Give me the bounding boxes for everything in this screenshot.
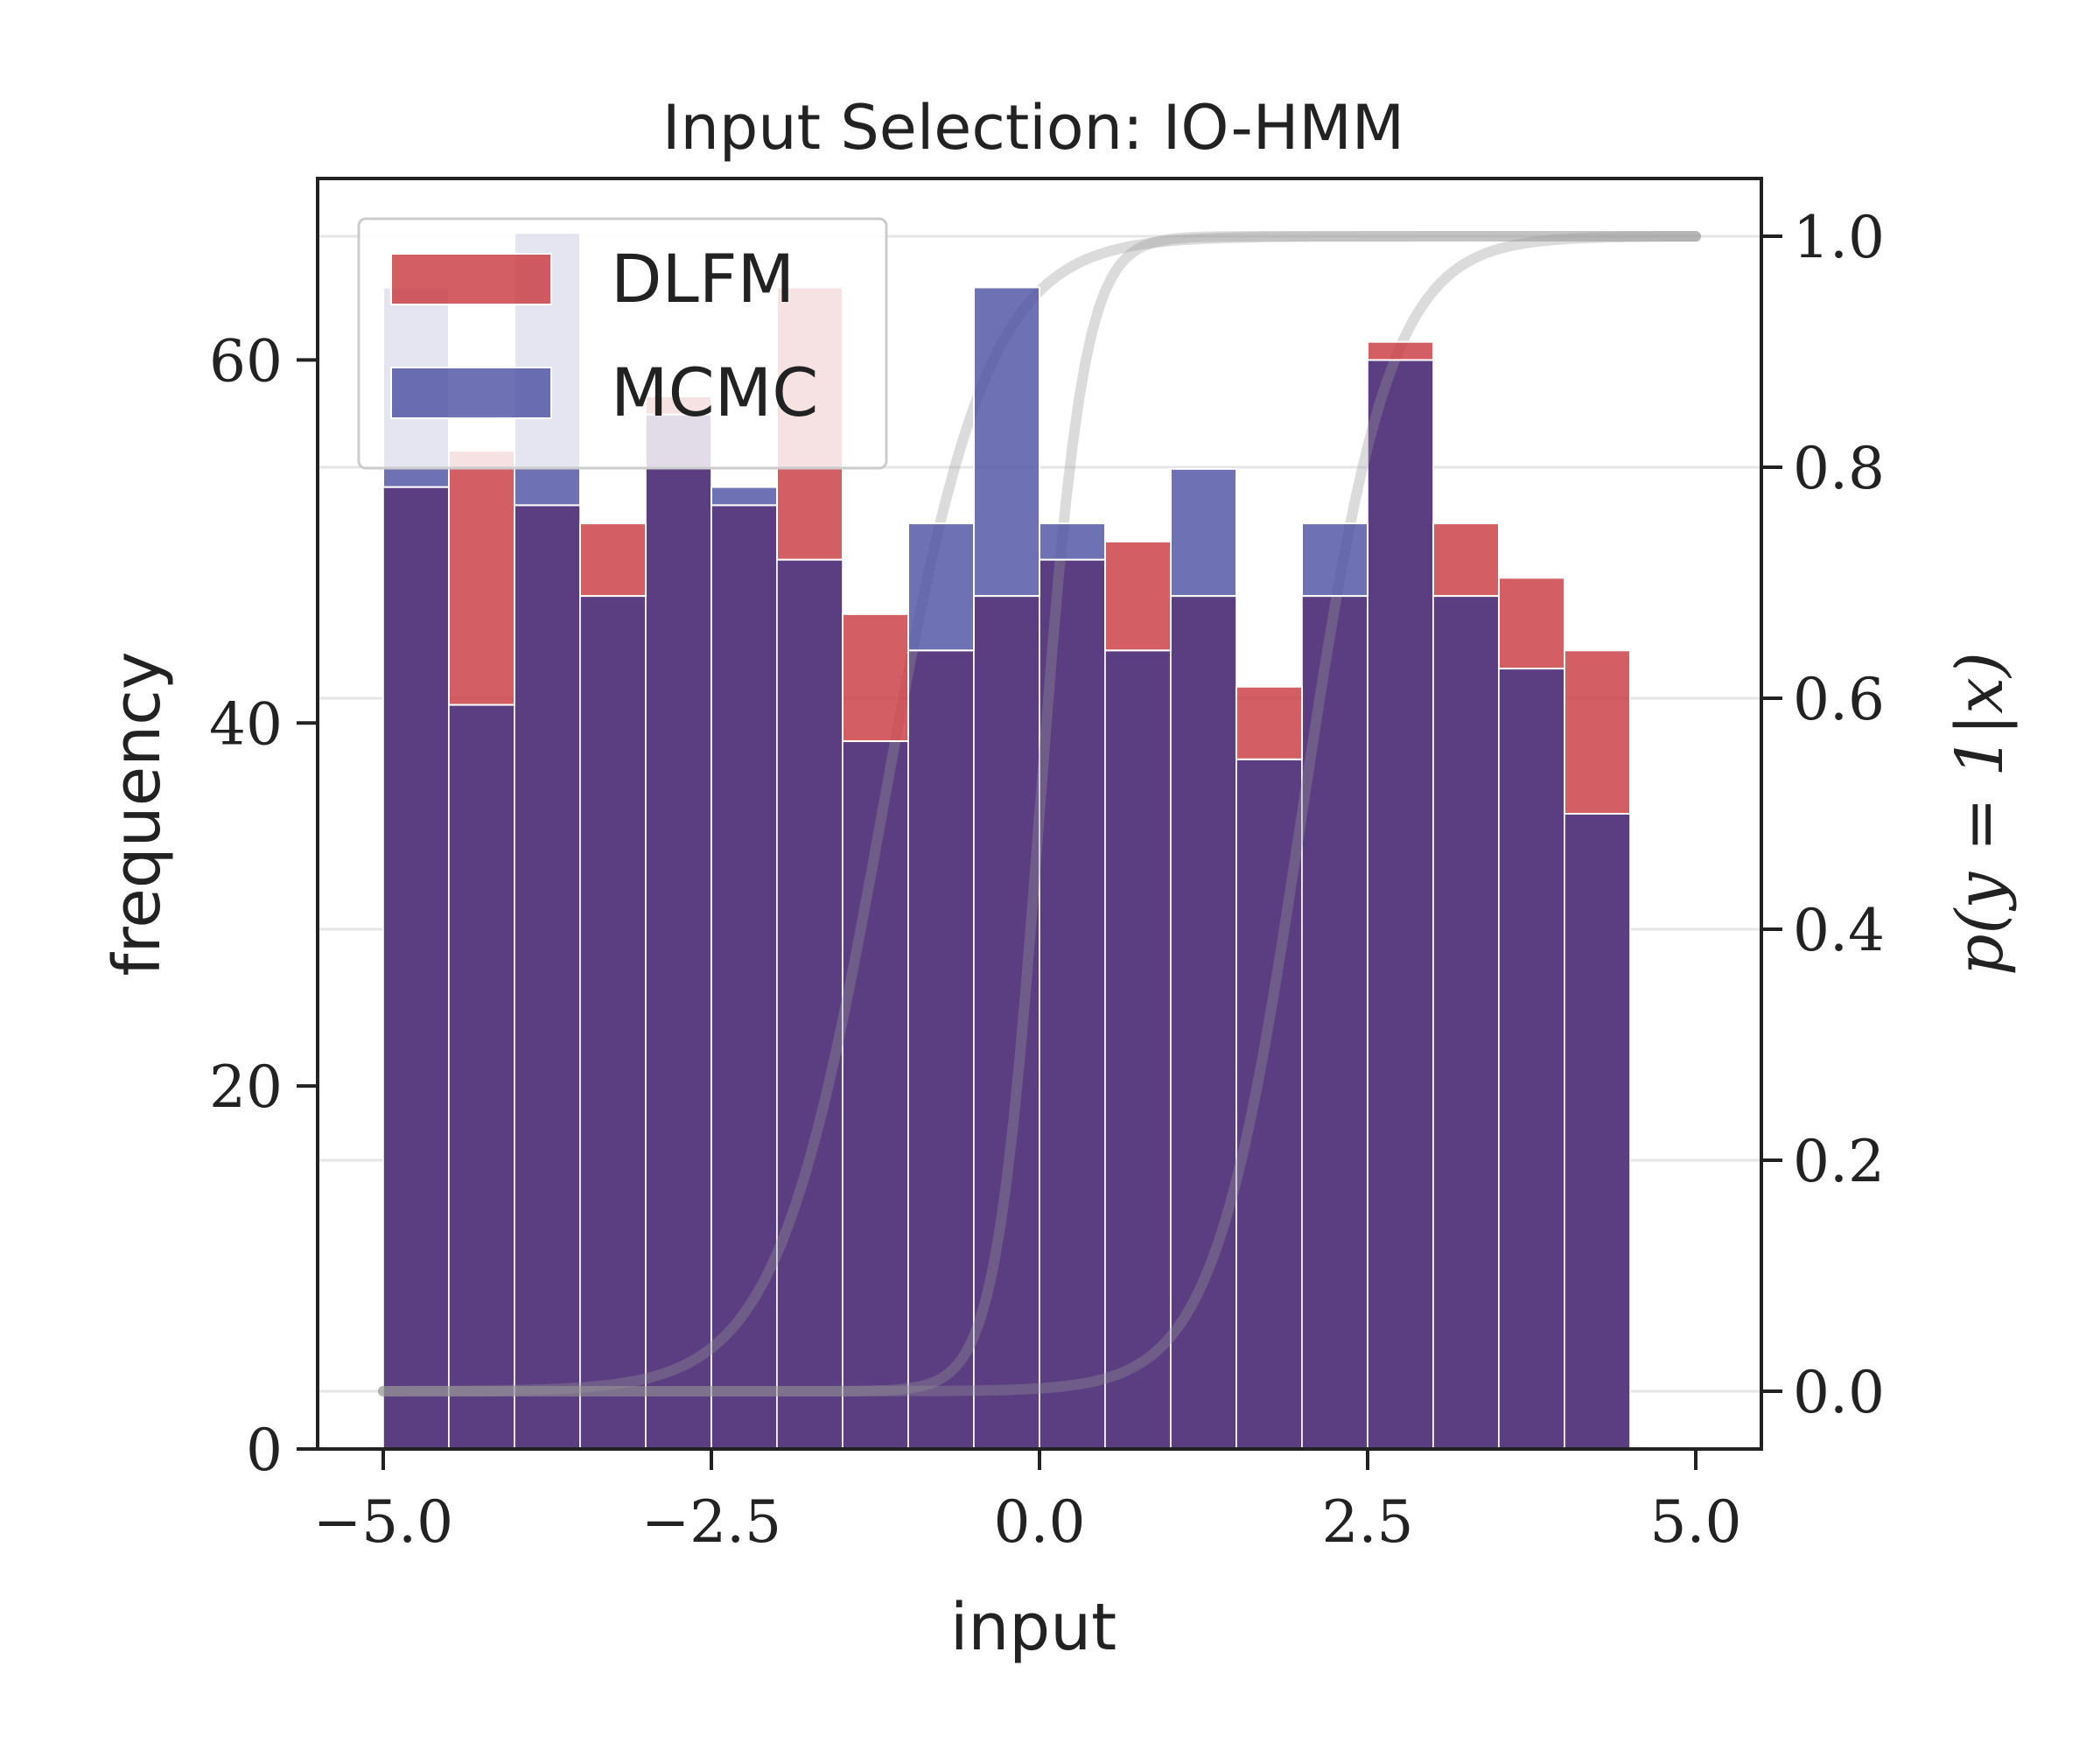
y-axis-left: 0 20 40 60	[209, 327, 318, 1484]
histogram-bar-overlap	[382, 486, 450, 1451]
y2-tick-label: 0.2	[1793, 1128, 1885, 1195]
y-axis-right: 0.0 0.2 0.4 0.6 0.8 1.0	[1761, 204, 1885, 1426]
histogram-bar-mcmc	[1039, 522, 1106, 561]
y-tick-label: 40	[209, 690, 283, 758]
x-tick-label: −2.5	[641, 1488, 781, 1556]
y2-tick-label: 0.6	[1793, 666, 1885, 733]
histogram-bar-dlfm	[1367, 340, 1434, 361]
y-axis-label: frequency	[100, 651, 175, 976]
histogram-bar-overlap	[1432, 595, 1500, 1450]
x-axis: −5.0 −2.5 0.0 2.5 5.0	[313, 1449, 1742, 1556]
histogram-bar-overlap	[973, 595, 1040, 1450]
histogram-bar-mcmc	[973, 286, 1040, 598]
histogram-bar-overlap	[1236, 758, 1303, 1450]
legend-swatch-mcmc	[390, 367, 552, 419]
probability-curve	[378, 231, 1701, 1396]
x-tick-label: 2.5	[1322, 1488, 1414, 1556]
histogram-bar-overlap	[514, 504, 581, 1450]
y-tick-label: 60	[209, 327, 283, 395]
histogram-bar-overlap	[842, 740, 909, 1450]
legend-label-dlfm: DLFM	[611, 240, 794, 318]
legend-swatch-dlfm	[390, 253, 552, 305]
histogram-bar-overlap	[1498, 668, 1565, 1450]
histogram-bar-overlap	[1367, 359, 1434, 1450]
y2-tick-label: 0.8	[1793, 435, 1885, 502]
histogram-bar-mcmc	[907, 522, 975, 652]
x-tick-label: 5.0	[1650, 1488, 1742, 1556]
histogram-bar-overlap	[1301, 595, 1368, 1450]
legend: DLFM MCMC	[357, 217, 888, 470]
y-tick-label: 0	[246, 1417, 283, 1484]
histogram-bar-overlap	[645, 413, 712, 1451]
histogram-bar-dlfm	[1236, 685, 1303, 760]
x-axis-label: input	[950, 1590, 1116, 1665]
histogram-bar-dlfm	[579, 522, 647, 598]
y2-tick-label: 1.0	[1793, 204, 1885, 271]
histogram-bar-mcmc	[710, 486, 778, 507]
histogram-bar-overlap	[776, 558, 844, 1450]
chart-title: Input Selection: IO-HMM	[662, 92, 1404, 164]
histogram-bar-dlfm	[1498, 577, 1565, 670]
histogram-bar-dlfm	[842, 612, 909, 743]
histogram-bar-mcmc	[1301, 522, 1368, 598]
histogram-bar-overlap	[1170, 595, 1237, 1450]
y2-tick-label: 0.4	[1793, 897, 1885, 964]
y-axis-right-label: p(y = 1|x)	[1942, 652, 2018, 976]
histogram-bar-overlap	[448, 704, 515, 1450]
probability-curve	[378, 231, 1701, 1396]
y-tick-label: 20	[209, 1054, 283, 1121]
histogram-bar-overlap	[1564, 813, 1631, 1450]
histogram-bar-dlfm	[1432, 522, 1500, 598]
histogram-bar-dlfm	[448, 450, 515, 706]
legend-label-mcmc: MCMC	[611, 354, 818, 431]
histogram-bar-overlap	[710, 504, 778, 1450]
histogram-bar-mcmc	[1170, 467, 1237, 598]
histogram-bar-dlfm	[1104, 540, 1172, 652]
y2-tick-label: 0.0	[1793, 1359, 1885, 1426]
histogram-bar-dlfm	[1564, 649, 1631, 815]
x-tick-label: 0.0	[994, 1488, 1086, 1556]
overlap-bars	[382, 359, 1631, 1451]
histogram-bar-overlap	[907, 649, 975, 1450]
histogram-bar-overlap	[579, 595, 647, 1450]
histogram-bar-overlap	[1104, 649, 1172, 1450]
x-tick-label: −5.0	[313, 1488, 453, 1556]
